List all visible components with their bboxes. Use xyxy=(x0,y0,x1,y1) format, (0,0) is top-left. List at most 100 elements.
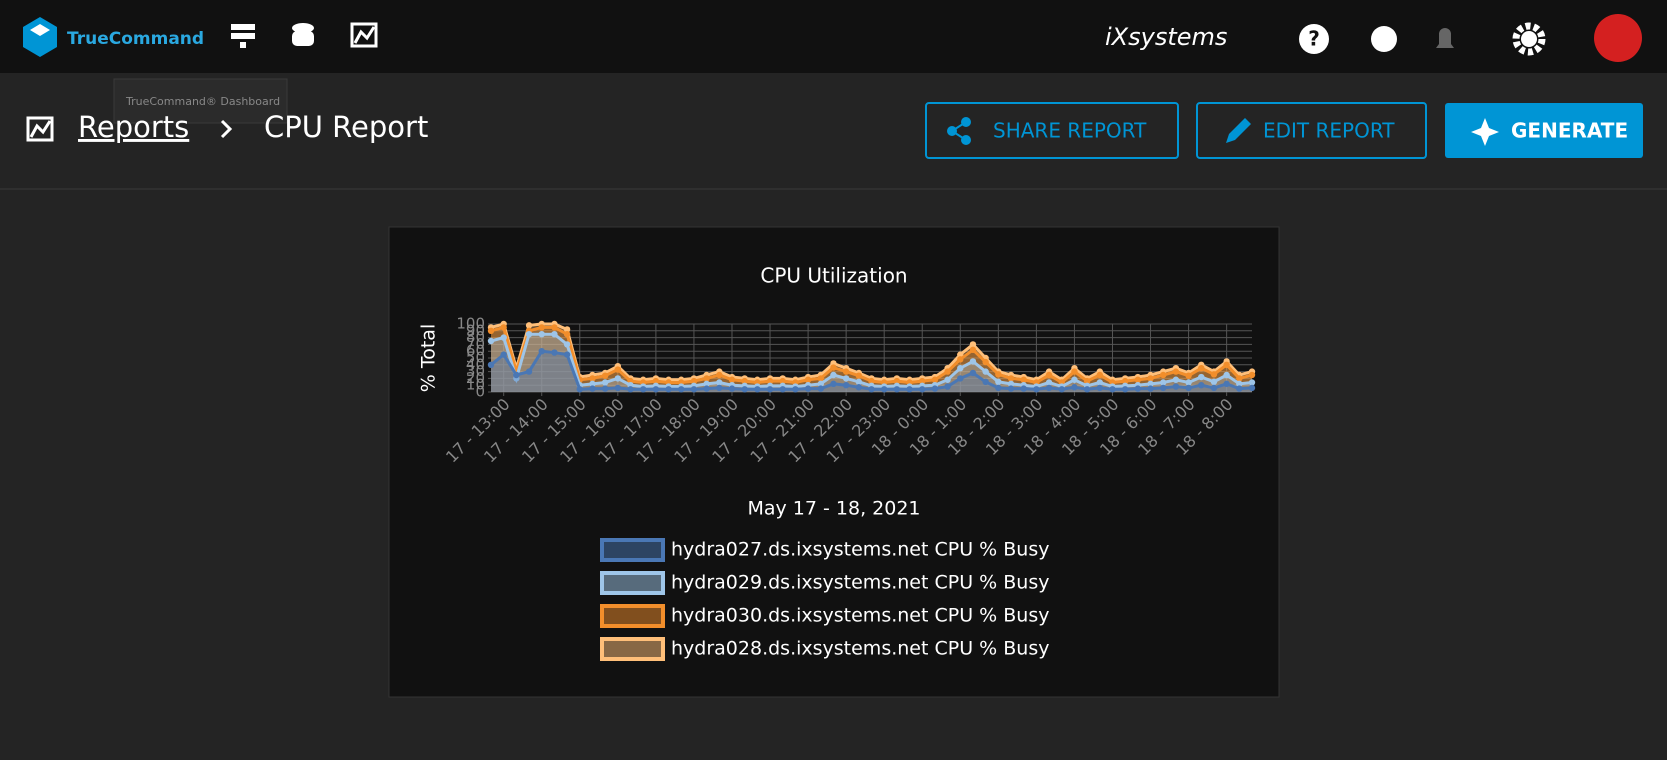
data-point xyxy=(690,377,698,385)
data-point xyxy=(957,365,964,372)
data-point xyxy=(728,376,736,383)
user-avatar[interactable] xyxy=(1594,14,1642,62)
data-point xyxy=(1160,384,1167,392)
button-label: SHARE REPORT xyxy=(993,119,1147,143)
icon-part xyxy=(231,33,255,39)
button-frame xyxy=(1445,103,1643,158)
data-point xyxy=(1248,384,1256,392)
data-point xyxy=(1134,376,1142,383)
data-point xyxy=(1058,386,1065,393)
data-point xyxy=(842,368,850,375)
data-point xyxy=(703,375,710,382)
theme-icon[interactable] xyxy=(1371,26,1397,52)
data-point xyxy=(842,375,850,382)
breadcrumb-separator xyxy=(220,119,233,139)
legend-swatch xyxy=(600,637,665,661)
data-point xyxy=(487,361,495,368)
systems-icon[interactable] xyxy=(231,24,255,48)
data-point xyxy=(804,385,812,392)
icon-part xyxy=(26,116,54,142)
data-point xyxy=(995,371,1002,378)
data-point xyxy=(576,386,583,393)
brand-logo[interactable]: TrueCommand xyxy=(23,17,204,57)
data-point xyxy=(1020,385,1027,392)
notifications-icon[interactable] xyxy=(1436,28,1454,48)
icon-part xyxy=(292,31,314,46)
legend-swatch xyxy=(600,604,665,628)
icon-part xyxy=(292,23,314,33)
data-point xyxy=(1147,380,1154,388)
y-tick-label: 50 xyxy=(466,349,485,367)
data-point xyxy=(855,378,863,385)
data-point xyxy=(1236,375,1243,382)
data-point xyxy=(525,368,533,375)
data-point xyxy=(906,386,913,393)
data-point xyxy=(1185,372,1192,379)
x-axis-title: May 17 - 18, 2021 xyxy=(747,498,920,520)
data-point xyxy=(995,384,1002,392)
data-point xyxy=(919,386,926,393)
data-point xyxy=(678,386,685,393)
data-point xyxy=(1083,377,1091,385)
edit-button[interactable]: EDIT REPORT xyxy=(1196,102,1427,159)
settings-hub xyxy=(1521,31,1537,47)
breadcrumb-link[interactable]: Reports xyxy=(78,110,189,144)
data-point xyxy=(1185,379,1192,386)
help-icon[interactable] xyxy=(1299,24,1329,54)
data-point xyxy=(1121,377,1129,385)
data-point xyxy=(1198,382,1205,389)
legend-label: hydra028.ds.ixsystems.net CPU % Busy xyxy=(671,638,1049,660)
data-point xyxy=(1236,380,1243,388)
data-point xyxy=(944,368,951,375)
data-point xyxy=(716,371,723,379)
data-point xyxy=(855,372,863,379)
data-point xyxy=(766,377,774,385)
chart-card xyxy=(388,226,1280,698)
data-point xyxy=(957,375,964,382)
data-point xyxy=(804,376,812,383)
data-point xyxy=(842,382,850,389)
data-point xyxy=(1160,379,1167,386)
y-tick-label: 20 xyxy=(466,369,485,387)
data-point xyxy=(957,356,964,363)
data-point xyxy=(614,375,622,382)
data-point xyxy=(513,371,520,379)
generate-button[interactable]: GENERATE xyxy=(1445,103,1643,158)
datasets-icon[interactable] xyxy=(292,23,314,46)
data-point xyxy=(779,377,786,385)
data-point xyxy=(1248,371,1256,379)
data-point xyxy=(931,385,939,392)
icon-part xyxy=(231,24,255,30)
data-point xyxy=(995,378,1002,385)
icon-part xyxy=(1471,118,1499,146)
data-point xyxy=(1109,386,1116,393)
data-point xyxy=(1096,379,1104,386)
data-point xyxy=(969,358,977,365)
data-point xyxy=(703,380,710,388)
data-point xyxy=(817,375,824,382)
legend-label: hydra029.ds.ixsystems.net CPU % Busy xyxy=(671,572,1049,594)
data-point xyxy=(601,372,609,379)
data-point xyxy=(868,377,875,385)
data-point xyxy=(1210,378,1218,385)
data-point xyxy=(589,380,596,388)
data-point xyxy=(1071,368,1078,375)
data-point xyxy=(563,341,571,348)
data-point xyxy=(500,324,507,331)
data-point xyxy=(551,349,558,356)
data-point xyxy=(627,386,634,393)
icon-part xyxy=(950,121,967,141)
data-point xyxy=(601,379,609,386)
data-point xyxy=(525,322,533,329)
share-button[interactable]: SHARE REPORT xyxy=(925,102,1179,159)
data-point xyxy=(1096,371,1104,379)
data-point xyxy=(919,377,926,385)
data-point xyxy=(703,385,710,392)
settings-icon[interactable] xyxy=(1512,22,1546,56)
data-point xyxy=(830,371,837,379)
data-point xyxy=(969,369,977,377)
reports-icon[interactable] xyxy=(350,22,378,48)
data-point xyxy=(551,324,558,331)
data-point xyxy=(1045,384,1053,392)
